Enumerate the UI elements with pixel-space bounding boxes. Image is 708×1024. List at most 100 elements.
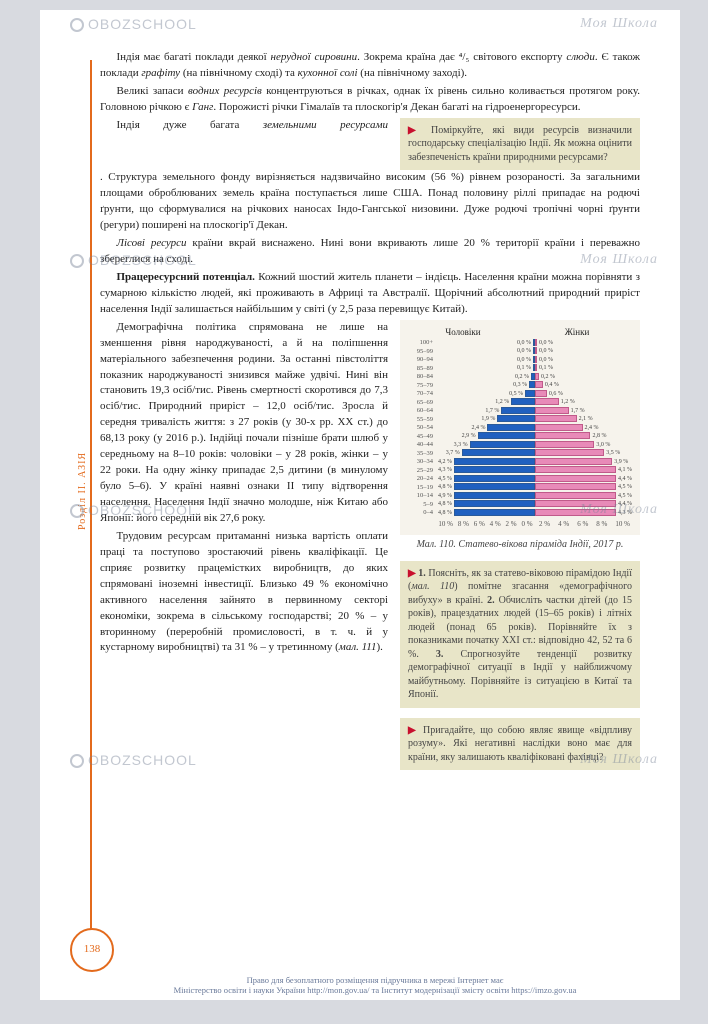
male-side: 2,9 % <box>436 432 535 441</box>
pyramid-row: 40–443,3 %3,0 % <box>406 441 634 450</box>
population-pyramid: Чоловіки Жінки 100+0,0 %0,0 %95–990,0 %0… <box>400 320 640 535</box>
text: Індія має багаті поклади деякої <box>117 51 271 63</box>
term: графіту <box>141 67 180 79</box>
female-bar <box>535 390 547 397</box>
term: земельними ресурсами <box>263 119 388 131</box>
female-pct: 0,4 % <box>543 381 561 390</box>
female-side: 3,9 % <box>535 458 634 467</box>
female-bar <box>535 492 616 499</box>
female-pct: 3,0 % <box>594 441 612 450</box>
female-side: 4,1 % <box>535 466 634 475</box>
male-side: 0,1 % <box>436 364 535 373</box>
paragraph-5: Працересурсний потенціал. Кожний шостий … <box>100 270 640 318</box>
paragraph-2: Великі запаси водних ресурсів концентрую… <box>100 84 640 116</box>
xaxis-right: 2 %4 %6 %8 %10 % <box>535 519 634 529</box>
female-pct: 0,2 % <box>539 373 557 382</box>
female-side: 0,1 % <box>535 364 634 373</box>
male-side: 0,5 % <box>436 390 535 399</box>
paragraph-6: Демографічна політика спрямована не лише… <box>100 320 388 527</box>
xtick: 0 % <box>521 519 532 529</box>
male-side: 3,3 % <box>436 441 535 450</box>
female-side: 4,4 % <box>535 475 634 484</box>
male-bar <box>462 449 535 456</box>
pyramid-rows: 100+0,0 %0,0 %95–990,0 %0,0 %90–940,0 %0… <box>406 339 634 519</box>
xtick: 10 % <box>615 519 630 529</box>
male-side: 3,7 % <box>436 449 535 458</box>
xtick: 2 % <box>506 519 517 529</box>
xtick: 6 % <box>577 519 588 529</box>
male-pct: 2,4 % <box>469 424 487 433</box>
female-side: 0,0 % <box>535 339 634 348</box>
female-pct: 4,5 % <box>616 483 634 492</box>
female-bar <box>535 441 594 448</box>
female-pct: 0,0 % <box>537 347 555 356</box>
male-pct: 4,8 % <box>436 483 454 492</box>
pyramid-row: 45–492,9 %2,8 % <box>406 432 634 441</box>
male-pct: 3,7 % <box>444 449 462 458</box>
xtick: 4 % <box>490 519 501 529</box>
male-pct: 4,9 % <box>436 492 454 501</box>
female-side: 4,3 % <box>535 509 634 518</box>
male-pct: 0,0 % <box>515 347 533 356</box>
male-side: 4,2 % <box>436 458 535 467</box>
male-bar <box>470 441 535 448</box>
male-pct: 4,5 % <box>436 475 454 484</box>
male-bar <box>454 458 535 465</box>
male-pct: 1,2 % <box>493 398 511 407</box>
pyramid-row: 5–94,8 %4,4 % <box>406 500 634 509</box>
text: (на північному сході) та <box>180 67 298 79</box>
term: нерудної сировини <box>271 51 358 63</box>
pyramid-xaxis: 10 %8 %6 %4 %2 %0 % 2 %4 %6 %8 %10 % <box>406 519 634 529</box>
female-side: 0,0 % <box>535 356 634 365</box>
female-label: Жінки <box>520 326 634 339</box>
female-pct: 3,5 % <box>604 449 622 458</box>
male-side: 4,9 % <box>436 492 535 501</box>
female-pct: 4,3 % <box>616 509 634 518</box>
female-side: 4,5 % <box>535 483 634 492</box>
female-pct: 1,2 % <box>559 398 577 407</box>
male-bar <box>454 475 535 482</box>
female-pct: 0,1 % <box>537 364 555 373</box>
female-pct: 2,4 % <box>583 424 601 433</box>
pyramid-row: 70–740,5 %0,6 % <box>406 390 634 399</box>
female-pct: 1,7 % <box>569 407 587 416</box>
pyramid-row: 95–990,0 %0,0 % <box>406 347 634 356</box>
male-side: 4,3 % <box>436 466 535 475</box>
text: Трудовим ресурсам притаманні низька варт… <box>100 530 388 654</box>
female-pct: 4,4 % <box>616 500 634 509</box>
male-pct: 2,9 % <box>460 432 478 441</box>
text: . Зокрема країна дає ⁴/₅ світового експо… <box>357 51 566 63</box>
pyramid-row: 50–542,4 %2,4 % <box>406 424 634 433</box>
male-bar <box>511 398 535 405</box>
pyramid-row: 25–294,3 %4,1 % <box>406 466 634 475</box>
text: Великі запаси <box>117 85 188 97</box>
left-column: Індія дуже багата земельними ресурсами <box>100 118 388 136</box>
male-label: Чоловіки <box>406 326 520 339</box>
female-bar <box>535 449 604 456</box>
male-pct: 0,1 % <box>515 364 533 373</box>
female-side: 4,4 % <box>535 500 634 509</box>
male-bar <box>454 466 535 473</box>
female-pct: 4,1 % <box>616 466 634 475</box>
male-bar <box>454 483 535 490</box>
male-bar <box>501 407 535 414</box>
female-pct: 0,6 % <box>547 390 565 399</box>
male-side: 4,8 % <box>436 509 535 518</box>
term: слюди <box>566 51 595 63</box>
female-pct: 3,9 % <box>612 458 630 467</box>
paragraph-3-rest: . Структура земельного фонду вирізняєтьс… <box>100 170 640 234</box>
male-pct: 0,2 % <box>513 373 531 382</box>
footer-line-2: Міністерство освіти і науки України http… <box>110 985 640 996</box>
male-side: 1,2 % <box>436 398 535 407</box>
female-side: 2,4 % <box>535 424 634 433</box>
task-num: 2. <box>487 595 495 606</box>
male-side: 0,0 % <box>436 356 535 365</box>
female-bar <box>535 458 612 465</box>
female-side: 0,0 % <box>535 347 634 356</box>
female-bar <box>535 381 543 388</box>
female-side: 3,5 % <box>535 449 634 458</box>
figure-ref: мал. 110 <box>411 581 454 592</box>
male-pct: 4,3 % <box>436 466 454 475</box>
female-side: 0,4 % <box>535 381 634 390</box>
pyramid-row: 85–890,1 %0,1 % <box>406 364 634 373</box>
